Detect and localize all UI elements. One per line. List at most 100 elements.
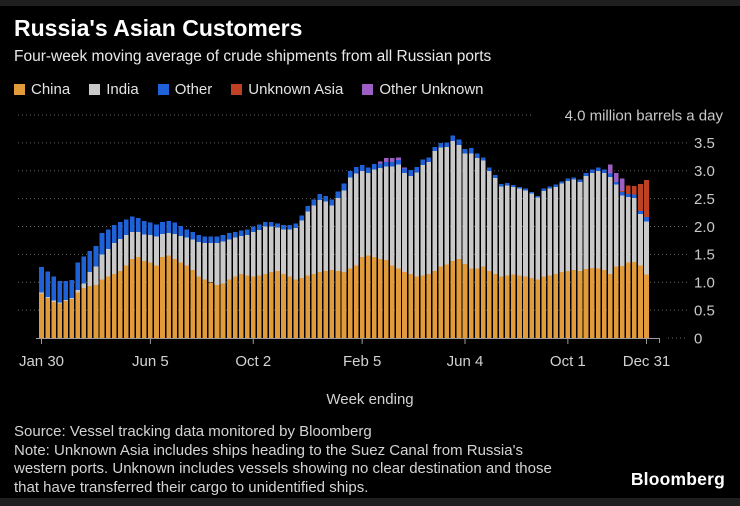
bar-segment-other xyxy=(402,168,407,173)
bar-segment-other xyxy=(226,233,232,240)
bar-segment-china xyxy=(456,258,462,338)
bar-segment-other xyxy=(257,224,262,230)
bar-segment-india xyxy=(105,248,111,277)
bar-segment-china xyxy=(601,269,607,339)
bar-segment-other xyxy=(384,161,389,167)
bar-segment-india xyxy=(190,239,196,270)
bar-segment-china xyxy=(287,276,292,339)
bar-segment-india xyxy=(426,161,431,274)
bar-segment-china xyxy=(644,274,649,338)
bar-segment-other xyxy=(607,173,613,177)
bar-segment-china xyxy=(583,268,589,338)
bar-segment-china xyxy=(378,258,383,338)
bar-segment-china xyxy=(335,271,341,338)
bar-segment-other xyxy=(93,246,99,267)
bar-segment-other xyxy=(275,223,280,228)
bar-segment-india xyxy=(69,297,75,299)
bar-segment-china xyxy=(250,276,256,339)
bar-segment-china xyxy=(438,266,444,338)
bar-segment-china xyxy=(571,269,577,339)
unknown-asia-color-swatch xyxy=(231,84,243,95)
bar-segment-other xyxy=(148,222,153,235)
bar-segment-china xyxy=(317,272,323,338)
bar-segment-india xyxy=(45,296,50,298)
bar-segment-other xyxy=(492,175,498,178)
bar-segment-other-unknown xyxy=(384,157,389,162)
bar-segment-other xyxy=(190,232,196,240)
bar-segment-other xyxy=(293,223,298,229)
bar-segment-india xyxy=(492,178,498,274)
bar-segment-china xyxy=(359,257,365,338)
legend-item-india: India xyxy=(89,81,139,98)
bar-segment-unknown-asia xyxy=(644,180,649,218)
bar-segment-india xyxy=(317,199,323,273)
bar-segment-china xyxy=(238,273,244,338)
bar-segment-other xyxy=(220,234,226,242)
bar-segment-india xyxy=(384,166,389,260)
bar-segment-other xyxy=(626,194,631,197)
bar-segment-india xyxy=(371,169,377,258)
bar-segment-china xyxy=(269,272,274,338)
y-tick-label: 0 xyxy=(694,330,702,347)
bar-segment-china xyxy=(517,275,522,338)
bar-segment-china xyxy=(129,258,135,338)
y-tick-label: 3.5 xyxy=(694,135,715,152)
bar-segment-other xyxy=(486,167,492,171)
bar-segment-india xyxy=(51,300,56,302)
bar-segment-other xyxy=(378,163,383,168)
bar-segment-india xyxy=(474,157,480,269)
bar-segment-china xyxy=(565,271,571,338)
bar-segment-other xyxy=(571,177,577,180)
bar-segment-india xyxy=(87,272,93,287)
bar-segment-india xyxy=(553,186,559,274)
bar-segment-india xyxy=(208,243,214,283)
bar-segment-other xyxy=(517,186,522,189)
legend-label-unknown-asia: Unknown Asia xyxy=(248,81,344,98)
bar-segment-china xyxy=(281,273,286,338)
bar-segment-india xyxy=(323,201,329,272)
bar-segment-other xyxy=(335,191,341,199)
source-line: Source: Vessel tracking data monitored b… xyxy=(14,423,372,440)
bar-segment-other xyxy=(523,188,528,191)
bar-segment-india xyxy=(335,198,341,272)
bar-segment-india xyxy=(293,228,298,280)
bar-segment-other-unknown xyxy=(396,157,401,161)
bar-segment-china xyxy=(190,269,196,339)
bar-segment-other xyxy=(365,167,371,173)
legend-label-other-unknown: Other Unknown xyxy=(379,81,484,98)
bar-segment-other xyxy=(371,164,377,170)
bar-segment-china xyxy=(620,266,625,338)
bar-segment-china xyxy=(468,268,474,338)
bar-segment-other xyxy=(359,165,365,171)
bar-segment-china xyxy=(529,277,534,338)
bar-segment-other xyxy=(166,220,171,234)
bar-segment-india xyxy=(456,145,462,259)
bar-segment-india xyxy=(178,235,183,263)
bar-segment-china xyxy=(492,273,498,338)
bar-segment-china xyxy=(57,303,62,338)
bar-segment-india xyxy=(529,193,534,278)
bar-segment-india xyxy=(232,237,238,277)
bar-segment-other-unknown xyxy=(620,178,625,191)
bar-segment-china xyxy=(257,275,262,338)
bar-segment-china xyxy=(426,273,431,338)
bar-segment-india xyxy=(39,292,44,294)
bar-segment-other xyxy=(601,169,607,173)
bar-segment-other xyxy=(456,139,462,146)
india-color-swatch xyxy=(89,84,101,95)
bar-segment-other xyxy=(123,219,129,235)
bar-segment-china xyxy=(117,271,123,338)
bar-segment-china xyxy=(87,286,93,338)
bar-segment-china xyxy=(384,259,389,338)
bar-segment-china xyxy=(148,262,153,338)
bar-segment-india xyxy=(299,220,304,278)
bar-segment-india xyxy=(123,234,129,266)
bar-segment-other xyxy=(559,181,565,184)
bar-segment-china xyxy=(613,266,619,338)
bar-segment-india xyxy=(196,242,202,277)
bar-segment-china xyxy=(499,276,504,339)
bar-segment-china xyxy=(305,275,310,338)
bar-segment-china xyxy=(402,272,407,338)
y-tick-label: 2.5 xyxy=(694,191,715,208)
bar-segment-other xyxy=(426,157,431,162)
